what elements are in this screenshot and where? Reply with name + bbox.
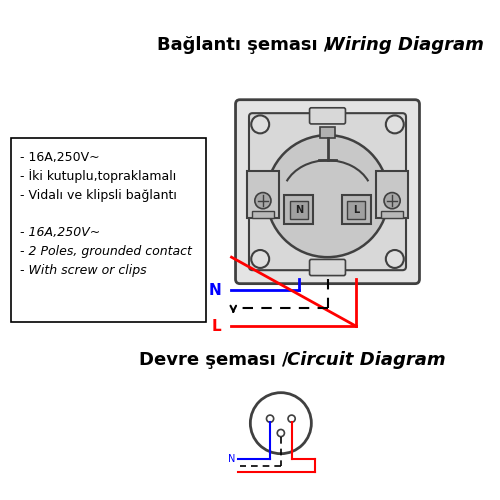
Text: - Vidalı ve klipsli bağlantı: - Vidalı ve klipsli bağlantı — [20, 189, 176, 202]
Text: - With screw or clips: - With screw or clips — [20, 264, 146, 277]
Bar — [347, 200, 365, 218]
Circle shape — [266, 135, 388, 257]
Circle shape — [251, 250, 269, 268]
Circle shape — [250, 392, 312, 454]
Text: L: L — [353, 204, 360, 214]
Circle shape — [384, 192, 400, 208]
Text: Devre şeması /: Devre şeması / — [139, 352, 295, 370]
FancyBboxPatch shape — [310, 260, 346, 276]
Text: N: N — [209, 283, 222, 298]
Text: - 16A,250V~: - 16A,250V~ — [20, 151, 100, 164]
FancyBboxPatch shape — [310, 108, 346, 124]
Text: N: N — [228, 454, 235, 464]
Text: Wiring Diagram: Wiring Diagram — [325, 36, 484, 54]
FancyBboxPatch shape — [249, 113, 406, 270]
Text: L: L — [212, 319, 222, 334]
Bar — [252, 210, 274, 218]
Bar — [320, 127, 334, 138]
Circle shape — [255, 192, 271, 208]
Bar — [246, 171, 279, 218]
Circle shape — [266, 415, 274, 422]
Circle shape — [386, 250, 404, 268]
Circle shape — [288, 415, 295, 422]
Circle shape — [251, 116, 269, 134]
Bar — [382, 210, 403, 218]
Circle shape — [386, 116, 404, 134]
Bar — [284, 196, 313, 224]
Text: - 16A,250V~: - 16A,250V~ — [20, 226, 100, 239]
FancyBboxPatch shape — [236, 100, 420, 284]
Text: N: N — [294, 204, 303, 214]
Text: - İki kutuplu,topraklamalı: - İki kutuplu,topraklamalı — [20, 170, 176, 183]
Text: - 2 Poles, grounded contact: - 2 Poles, grounded contact — [20, 246, 192, 258]
Bar — [11, 138, 206, 322]
Circle shape — [278, 430, 284, 436]
Text: Circuit Diagram: Circuit Diagram — [287, 352, 446, 370]
Bar — [342, 196, 370, 224]
Text: Bağlantı şeması /: Bağlantı şeması / — [157, 36, 337, 54]
Bar — [290, 200, 308, 218]
Bar — [376, 171, 408, 218]
